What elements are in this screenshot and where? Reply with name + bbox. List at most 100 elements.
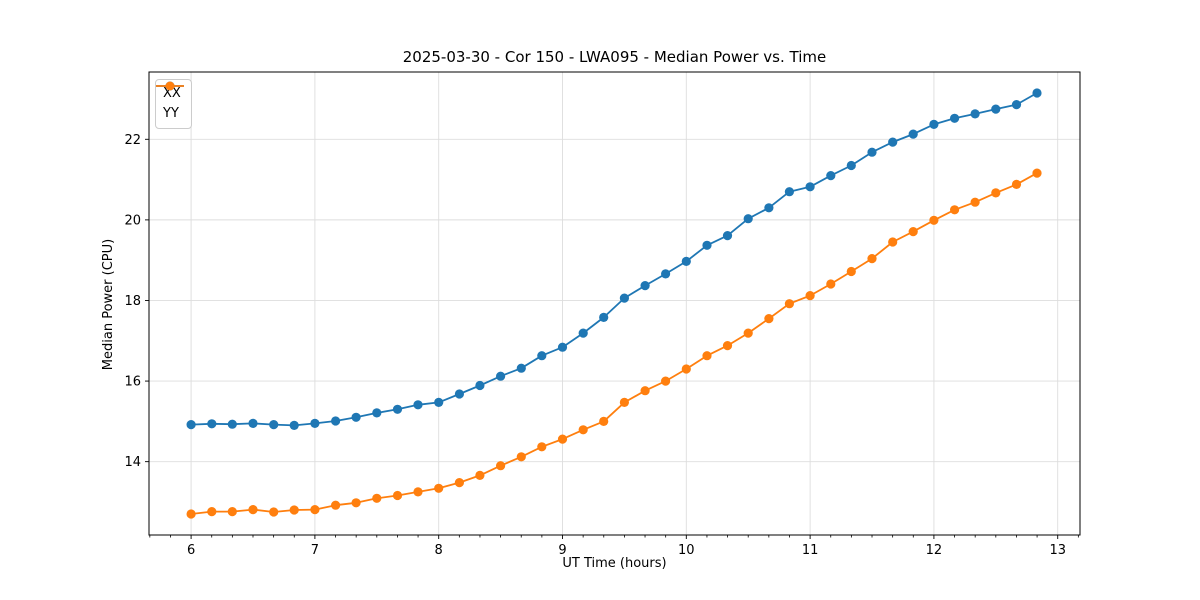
data-point (867, 254, 877, 264)
x-tick-label: 7 (311, 543, 319, 558)
line-marker-icon (156, 81, 184, 91)
data-point (640, 386, 650, 396)
data-point (661, 376, 671, 386)
data-point (227, 507, 237, 517)
data-point (805, 182, 815, 192)
y-tick-label: 22 (124, 133, 141, 148)
y-axis-label: Median Power (CPU) (101, 238, 116, 371)
data-point (846, 266, 856, 277)
data-point (991, 104, 1001, 114)
x-tick-label: 12 (926, 543, 943, 558)
data-point (681, 256, 691, 266)
data-point (908, 227, 918, 237)
data-point (702, 240, 712, 250)
data-point (702, 351, 712, 361)
x-axis-label: UT Time (hours) (562, 556, 667, 571)
data-point (475, 380, 485, 391)
data-point (599, 416, 609, 426)
gridlines (149, 72, 1080, 535)
legend-item-yy: YY (156, 81, 184, 124)
data-point (557, 434, 568, 444)
x-tick-label: 9 (558, 543, 566, 558)
x-tick-label: 10 (678, 543, 695, 558)
data-point (248, 505, 258, 515)
y-axis: 14 16 18 20 22 (124, 133, 149, 470)
x-tick-label: 8 (435, 543, 443, 558)
data-point (578, 425, 588, 435)
x-axis: 6 7 8 9 10 11 12 13 (187, 535, 1066, 558)
series-markers-yy (186, 168, 1042, 519)
data-point (186, 420, 196, 430)
data-point (619, 293, 630, 303)
data-point (207, 419, 217, 429)
data-point (846, 160, 856, 171)
data-point (805, 291, 815, 301)
data-point (331, 500, 341, 510)
data-point (764, 203, 774, 213)
data-point (784, 299, 795, 309)
x-tick-label: 11 (802, 543, 819, 558)
y-tick-label: 18 (124, 294, 141, 309)
data-point (557, 342, 568, 352)
data-point (722, 341, 733, 351)
data-point (372, 493, 382, 503)
data-point (888, 237, 898, 247)
data-point (351, 498, 361, 508)
data-point (186, 509, 196, 519)
series-line-yy (190, 172, 1038, 515)
x-tick-label: 13 (1049, 543, 1066, 558)
data-point (681, 364, 691, 374)
data-point (537, 442, 547, 452)
data-point (888, 137, 898, 147)
data-point (1011, 179, 1022, 189)
data-point (331, 416, 341, 426)
data-point (392, 490, 403, 501)
data-point (743, 214, 753, 224)
data-point (496, 461, 506, 471)
data-point (619, 397, 630, 407)
data-point (1011, 100, 1022, 110)
data-point (413, 487, 423, 497)
legend: XX YY (155, 79, 192, 129)
data-point (578, 328, 588, 338)
data-point (537, 351, 547, 361)
data-point (207, 507, 217, 517)
chart-title: 2025-03-30 - Cor 150 - LWA095 - Median P… (402, 48, 827, 66)
x-minor-ticks (149, 535, 1079, 538)
data-point (434, 483, 444, 493)
data-point (269, 420, 279, 430)
data-point (640, 281, 650, 291)
data-point (743, 328, 753, 338)
data-point (289, 505, 299, 515)
data-point (516, 452, 526, 462)
data-point (826, 279, 836, 289)
data-point (413, 400, 423, 410)
data-point (475, 470, 485, 480)
y-tick-label: 16 (124, 375, 141, 390)
series-markers-xx (186, 88, 1042, 430)
data-point (950, 205, 960, 215)
data-point (929, 215, 939, 225)
data-point (764, 314, 774, 324)
data-point (826, 171, 836, 181)
data-point (310, 505, 320, 515)
data-point (454, 478, 464, 488)
data-point (454, 389, 464, 399)
x-tick-label: 6 (187, 543, 195, 558)
data-point (970, 197, 980, 207)
data-point (496, 371, 506, 381)
data-point (661, 269, 671, 279)
data-point (867, 147, 877, 157)
legend-label: XX (163, 86, 181, 101)
y-tick-label: 20 (124, 213, 141, 228)
data-point (269, 507, 279, 517)
series-line-xx (191, 92, 1038, 427)
data-point (1032, 168, 1042, 178)
data-point (908, 129, 918, 139)
data-point (434, 397, 444, 407)
data-point (227, 419, 237, 429)
data-point (970, 109, 980, 119)
data-point (392, 404, 403, 414)
